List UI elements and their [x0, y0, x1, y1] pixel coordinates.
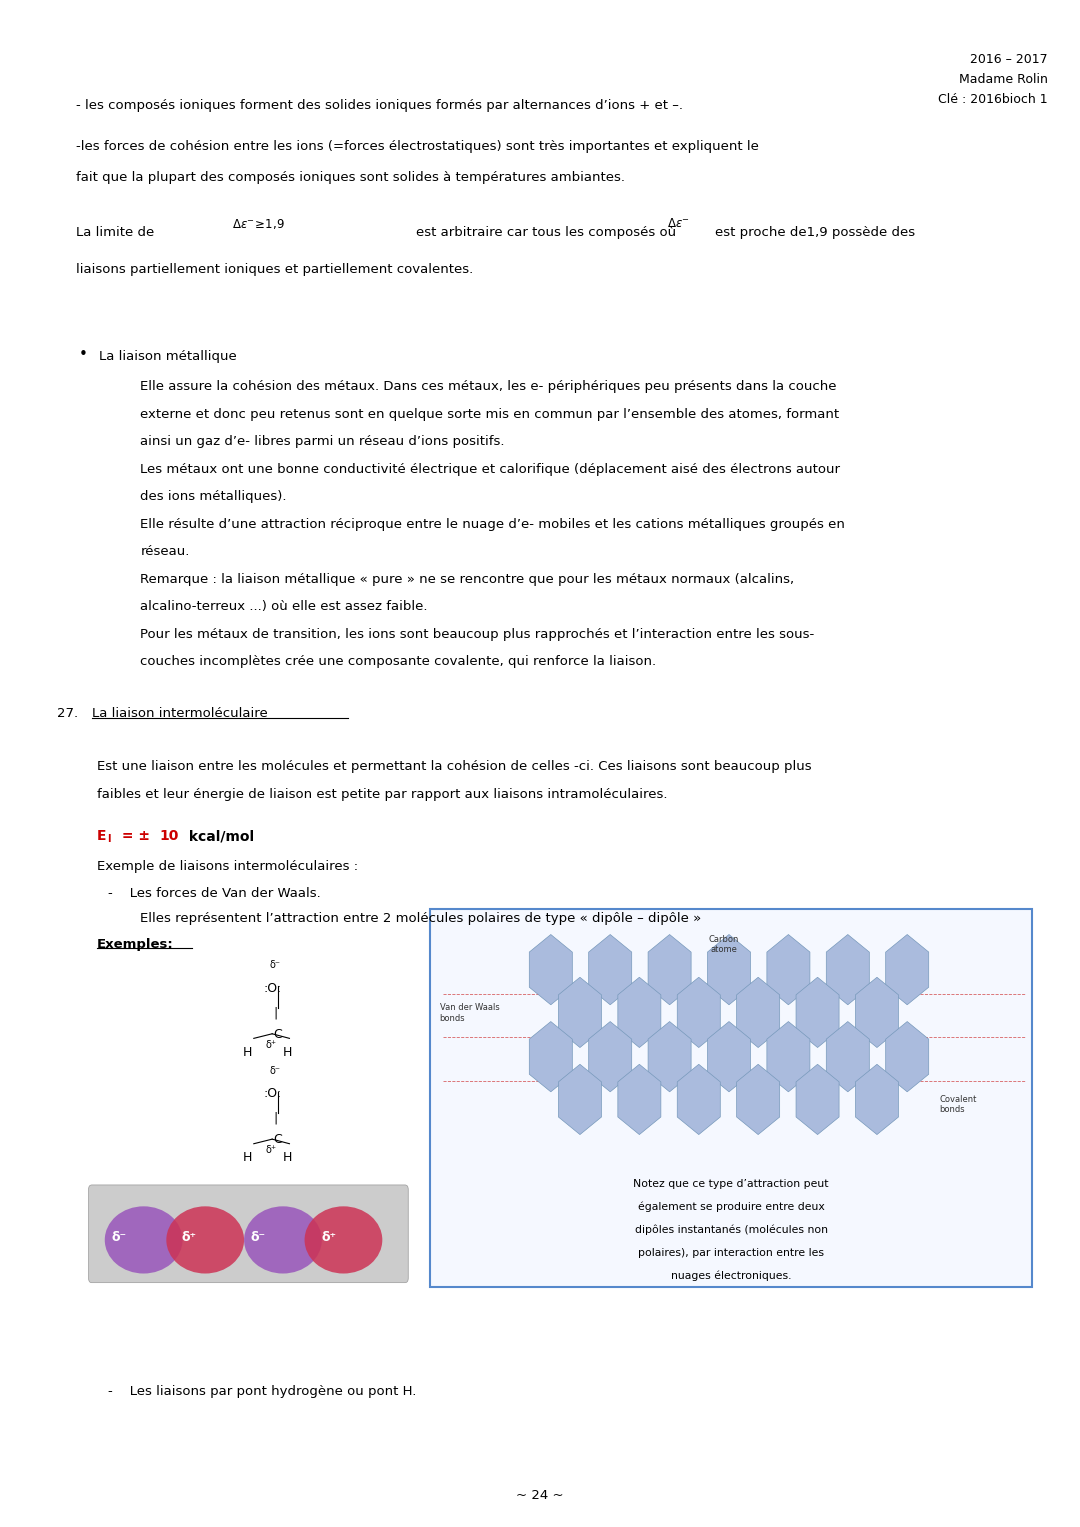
Text: -    Les forces de Van der Waals.: - Les forces de Van der Waals.: [108, 887, 321, 901]
Text: 2016 – 2017: 2016 – 2017: [970, 53, 1048, 67]
Text: liaisons partiellement ioniques et partiellement covalentes.: liaisons partiellement ioniques et parti…: [76, 263, 473, 276]
Text: C: C: [273, 1133, 282, 1147]
Text: ~ 24 ~: ~ 24 ~: [516, 1489, 564, 1503]
Text: est arbitraire car tous les composés où: est arbitraire car tous les composés où: [416, 226, 676, 240]
Text: Elles représentent l’attraction entre 2 molécules polaires de type « dipôle – di: Elles représentent l’attraction entre 2 …: [140, 912, 702, 925]
Text: Remarque : la liaison métallique « pure » ne se rencontre que pour les métaux no: Remarque : la liaison métallique « pure …: [140, 573, 795, 586]
Text: δ⁻: δ⁻: [251, 1231, 266, 1245]
Text: H: H: [243, 1151, 253, 1165]
Text: La limite de: La limite de: [76, 226, 153, 240]
Text: δ⁺: δ⁺: [266, 1040, 276, 1051]
Text: dipôles instantanés (molécules non: dipôles instantanés (molécules non: [635, 1225, 827, 1235]
Text: :O:: :O:: [264, 982, 282, 996]
Text: Covalent
bonds: Covalent bonds: [940, 1095, 977, 1115]
Ellipse shape: [244, 1206, 322, 1274]
Text: -    Les liaisons par pont hydrogène ou pont H.: - Les liaisons par pont hydrogène ou pon…: [108, 1385, 417, 1399]
Text: également se produire entre deux: également se produire entre deux: [638, 1202, 824, 1212]
Text: E: E: [97, 829, 107, 843]
Text: l: l: [107, 834, 110, 844]
Text: $\Delta\varepsilon^{-}\!\geq\!1{,}9$: $\Delta\varepsilon^{-}\!\geq\!1{,}9$: [232, 217, 285, 231]
Text: Les métaux ont une bonne conductivité électrique et calorifique (déplacement ais: Les métaux ont une bonne conductivité él…: [140, 463, 840, 476]
Ellipse shape: [305, 1206, 382, 1274]
Text: H: H: [283, 1151, 293, 1165]
Text: polaires), par interaction entre les: polaires), par interaction entre les: [638, 1248, 824, 1258]
Text: δ⁺: δ⁺: [322, 1231, 337, 1245]
Text: δ⁻: δ⁻: [111, 1231, 126, 1245]
Text: δ⁺: δ⁺: [266, 1145, 276, 1156]
Text: •: •: [79, 347, 87, 362]
Text: Elle assure la cohésion des métaux. Dans ces métaux, les e- périphériques peu pr: Elle assure la cohésion des métaux. Dans…: [140, 380, 837, 394]
FancyBboxPatch shape: [89, 1185, 408, 1283]
Text: Exemples:: Exemples:: [97, 938, 174, 951]
Text: |: |: [273, 1112, 278, 1125]
Text: 27.: 27.: [57, 707, 79, 721]
Text: Elle résulte d’une attraction réciproque entre le nuage d’e- mobiles et les cati: Elle résulte d’une attraction réciproque…: [140, 518, 846, 531]
Text: La liaison intermoléculaire: La liaison intermoléculaire: [92, 707, 268, 721]
Text: δ⁻: δ⁻: [270, 960, 281, 971]
Text: alcalino-terreux ...) où elle est assez faible.: alcalino-terreux ...) où elle est assez …: [140, 600, 428, 614]
Text: La liaison métallique: La liaison métallique: [99, 350, 238, 363]
Text: ainsi un gaz d’e- libres parmi un réseau d’ions positifs.: ainsi un gaz d’e- libres parmi un réseau…: [140, 435, 504, 449]
Text: faibles et leur énergie de liaison est petite par rapport aux liaisons intramolé: faibles et leur énergie de liaison est p…: [97, 788, 667, 802]
Ellipse shape: [105, 1206, 183, 1274]
Text: Carbon
atome: Carbon atome: [708, 935, 739, 954]
Text: H: H: [283, 1046, 293, 1060]
Text: :O:: :O:: [264, 1087, 282, 1101]
Text: Pour les métaux de transition, les ions sont beaucoup plus rapprochés et l’inter: Pour les métaux de transition, les ions …: [140, 628, 814, 641]
Text: Exemple de liaisons intermoléculaires :: Exemple de liaisons intermoléculaires :: [97, 860, 359, 873]
Text: - les composés ioniques forment des solides ioniques formés par alternances d’io: - les composés ioniques forment des soli…: [76, 99, 683, 113]
Text: δ⁻: δ⁻: [270, 1066, 281, 1077]
Text: Est une liaison entre les molécules et permettant la cohésion de celles -ci. Ces: Est une liaison entre les molécules et p…: [97, 760, 812, 774]
Text: $\Delta\varepsilon^{-}$: $\Delta\varepsilon^{-}$: [667, 217, 690, 231]
Text: H: H: [243, 1046, 253, 1060]
Text: Van der Waals
bonds: Van der Waals bonds: [440, 1003, 499, 1023]
Text: δ⁺: δ⁺: [181, 1231, 197, 1245]
Text: est proche de1,9 possède des: est proche de1,9 possède des: [715, 226, 915, 240]
Ellipse shape: [166, 1206, 244, 1274]
Text: = ±: = ±: [117, 829, 154, 843]
FancyBboxPatch shape: [430, 909, 1032, 1287]
Text: kcal/mol: kcal/mol: [184, 829, 254, 843]
Text: Notez que ce type d’attraction peut: Notez que ce type d’attraction peut: [633, 1179, 829, 1190]
Text: Madame Rolin: Madame Rolin: [959, 73, 1048, 87]
Text: des ions métalliques).: des ions métalliques).: [140, 490, 287, 504]
Text: externe et donc peu retenus sont en quelque sorte mis en commun par l’ensemble d: externe et donc peu retenus sont en quel…: [140, 408, 839, 421]
Text: Clé : 2016bioch 1: Clé : 2016bioch 1: [937, 93, 1048, 107]
Text: couches incomplètes crée une composante covalente, qui renforce la liaison.: couches incomplètes crée une composante …: [140, 655, 657, 669]
Text: |: |: [273, 1006, 278, 1020]
Text: réseau.: réseau.: [140, 545, 190, 559]
Text: fait que la plupart des composés ioniques sont solides à températures ambiantes.: fait que la plupart des composés ionique…: [76, 171, 624, 185]
Text: nuages électroniques.: nuages électroniques.: [671, 1270, 792, 1281]
Text: C: C: [273, 1028, 282, 1041]
Text: 10: 10: [160, 829, 179, 843]
Text: -les forces de cohésion entre les ions (=forces électrostatiques) sont très impo: -les forces de cohésion entre les ions (…: [76, 140, 758, 154]
